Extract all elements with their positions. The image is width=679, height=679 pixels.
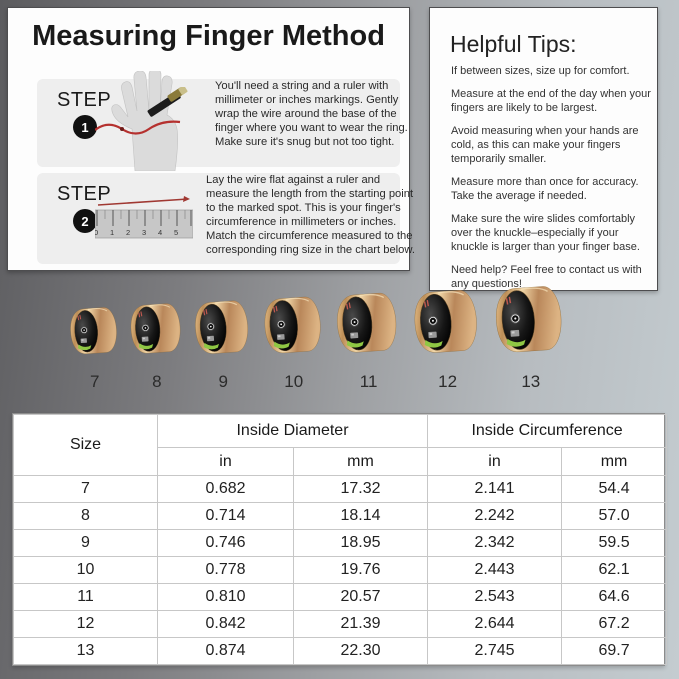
svg-text:5: 5	[174, 228, 178, 237]
svg-text:1: 1	[110, 228, 114, 237]
svg-text:0: 0	[95, 228, 98, 237]
svg-text:3: 3	[142, 228, 146, 237]
svg-text:2: 2	[126, 228, 130, 237]
svg-text:4: 4	[158, 228, 162, 237]
